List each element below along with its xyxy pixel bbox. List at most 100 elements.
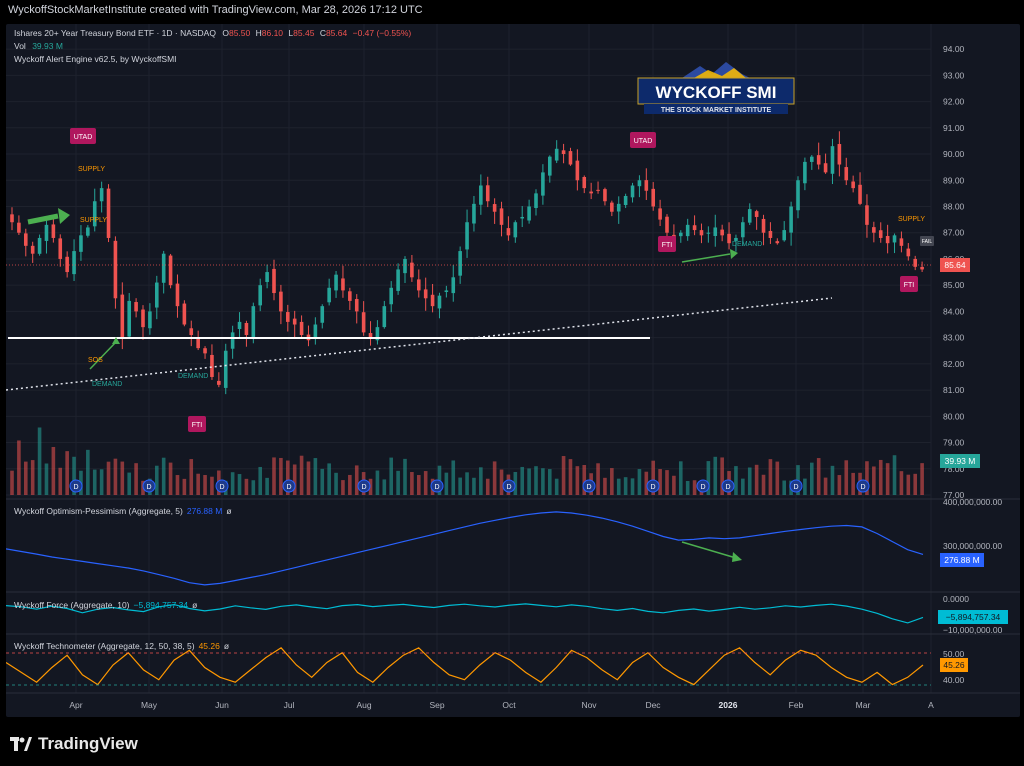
candle-body (292, 318, 297, 325)
candle-body (782, 230, 787, 241)
volume-badge: 39.93 M (940, 454, 980, 468)
time-tick-label: Mar (856, 700, 871, 710)
green-arrow-annotation[interactable] (89, 337, 120, 370)
candle-body (168, 255, 173, 286)
volume-bar (761, 474, 766, 495)
candle-body (375, 327, 380, 341)
fail-badge[interactable]: FAIL (920, 236, 934, 246)
candle-body (479, 185, 483, 205)
volume-bar (685, 480, 690, 495)
volume-bar (844, 460, 849, 495)
trend-line[interactable] (5, 297, 833, 391)
volume-bar (485, 478, 490, 495)
candle-body (651, 188, 656, 207)
time-axis[interactable]: Apr May Jun Jul Aug Sep Oct Nov Dec 2026 Feb Mar A (69, 700, 934, 710)
volume-bar (230, 472, 235, 495)
fti-badge[interactable]: FTI (900, 276, 918, 292)
volume-bar (534, 466, 538, 495)
price-tick-label: 92.00 (943, 97, 965, 107)
volume-bar (306, 461, 311, 495)
price-tick-label: 77.00 (943, 490, 965, 500)
price-tick-label: 87.00 (943, 228, 965, 238)
candle-body (623, 195, 628, 206)
optimism-badge: 276.88 M (940, 553, 984, 567)
volume-bar (334, 472, 338, 495)
candle-body (320, 306, 325, 323)
volume-bar (547, 469, 552, 495)
candle-body (237, 321, 242, 329)
price-tick-label: 82.00 (943, 359, 965, 369)
grid-lines (6, 24, 932, 693)
volume-bar (423, 471, 428, 495)
fti-badge[interactable]: FTI (188, 416, 206, 432)
candle-body (678, 232, 683, 237)
volume-bar (382, 479, 387, 495)
candle-body (299, 321, 304, 336)
dividend-marker-label: D (361, 484, 366, 491)
volume-bar (872, 466, 876, 495)
volume-bar (396, 470, 400, 495)
technometer-line (5, 647, 924, 686)
time-tick-label: Jun (215, 700, 229, 710)
candle-body (699, 230, 704, 236)
svg-text:Wyckoff Force (Aggregate, 10)−: Wyckoff Force (Aggregate, 10) −5,894,757.… (14, 600, 197, 610)
price-candles[interactable] (10, 131, 924, 395)
candle-body (251, 306, 256, 339)
price-axis[interactable]: 94.00 93.00 92.00 91.00 90.00 89.00 88.00 87.00… (943, 44, 1003, 685)
price-tick-label: 93.00 (943, 70, 965, 80)
candle-body (610, 202, 614, 212)
svg-text:Wyckoff Optimism-Pessimism (Ag: Wyckoff Optimism-Pessimism (Aggregate, 5… (14, 506, 232, 516)
candle-body (92, 201, 97, 227)
candle-body (713, 227, 718, 236)
volume-bar (479, 467, 483, 495)
chart-canvas[interactable]: WYCKOFF SMI THE STOCK MARKET INSTITUTE U… (5, 24, 1020, 717)
volume-bar (906, 474, 911, 495)
time-tick-label: Feb (789, 700, 804, 710)
green-arrow-annotation[interactable] (681, 249, 738, 263)
technometer-legend[interactable]: Wyckoff Technometer (Aggregate, 12, 50, … (14, 641, 229, 651)
dividend-marker-label: D (506, 484, 511, 491)
utad-badge[interactable]: UTAD (630, 132, 656, 148)
svg-text:Wyckoff Technometer (Aggregate: Wyckoff Technometer (Aggregate, 12, 50, … (14, 641, 229, 651)
candle-body (789, 206, 793, 233)
candle-body (547, 156, 552, 176)
volume-bar (734, 466, 738, 495)
tradingview-brand: TradingView (10, 734, 138, 754)
candle-body (354, 299, 359, 312)
candle-body (520, 216, 525, 219)
volume-bar (616, 478, 621, 495)
optimism-pessimism-legend[interactable]: Wyckoff Optimism-Pessimism (Aggregate, 5… (14, 506, 232, 516)
volume-bar (237, 474, 242, 495)
price-tick-label: 78.00 (943, 464, 965, 474)
candle-body (106, 188, 111, 238)
utad-badge[interactable]: UTAD (70, 128, 96, 144)
wyckoff-smi-logo: WYCKOFF SMI THE STOCK MARKET INSTITUTE (637, 62, 795, 114)
volume-bar (713, 456, 718, 495)
volume-bar (285, 460, 290, 495)
logo-title: WYCKOFF SMI (656, 83, 777, 102)
dividend-marker-icon (215, 479, 229, 493)
candle-body (161, 253, 166, 283)
symbol-legend[interactable]: Ishares 20+ Year Treasury Bond ETF · 1D … (14, 28, 411, 64)
chart-area[interactable]: WYCKOFF SMI THE STOCK MARKET INSTITUTE U… (5, 24, 1020, 717)
dividend-marker-icon (430, 479, 444, 493)
volume-bar (258, 466, 263, 495)
price-tick-label: 94.00 (943, 44, 965, 54)
candle-body (113, 240, 118, 299)
volume-bar (582, 464, 587, 495)
fti-badge[interactable]: FTI (658, 236, 676, 252)
svg-text:39.93 M: 39.93 M (945, 456, 976, 466)
candle-body (430, 294, 435, 307)
dividend-marker-icon (856, 479, 870, 493)
green-arrow-annotation[interactable] (681, 541, 742, 562)
volume-bar (17, 440, 21, 495)
force-legend[interactable]: Wyckoff Force (Aggregate, 10) −5,894,757.… (14, 600, 197, 610)
green-arrow-annotation[interactable] (27, 208, 70, 225)
price-tick-label: 79.00 (943, 438, 965, 448)
candle-body (265, 272, 269, 282)
dividend-marker-label: D (793, 484, 798, 491)
candle-body (685, 224, 690, 237)
dividend-marker-icon (502, 479, 516, 493)
svg-text:FTI: FTI (192, 422, 203, 429)
